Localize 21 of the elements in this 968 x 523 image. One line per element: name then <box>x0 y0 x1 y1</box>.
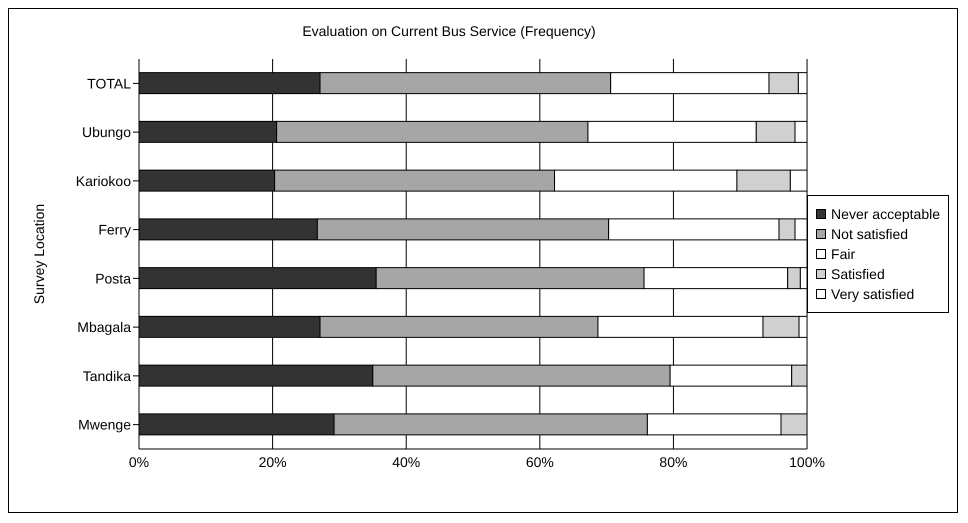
y-tick-label: Ubungo <box>82 124 132 140</box>
x-tick-label: 40% <box>392 454 420 470</box>
legend-label: Never acceptable <box>831 206 940 222</box>
x-tick-label: 80% <box>659 454 688 470</box>
y-tick-label: Tandika <box>82 368 132 384</box>
y-tick-label: Kariokoo <box>76 172 132 189</box>
y-tick-label: TOTAL <box>87 75 132 92</box>
y-axis-title: Survey Location <box>30 204 47 304</box>
legend-label: Fair <box>831 246 856 262</box>
x-tick-label: 20% <box>258 454 287 470</box>
y-tick-label: Ferry <box>98 222 131 238</box>
y-tick-label: Mwenge <box>78 416 132 433</box>
x-tick-label: 60% <box>526 454 554 470</box>
legend-label: Satisfied <box>831 266 885 282</box>
legend-label: Very satisfied <box>831 286 914 302</box>
x-tick-label: 100% <box>789 454 825 470</box>
x-tick-label: 0% <box>128 454 150 470</box>
chart-title: Evaluation on Current Bus Service (Frequency) <box>301 23 597 39</box>
y-tick-label: Posta <box>95 270 132 286</box>
y-tick-label: Mbagala <box>77 319 132 336</box>
legend-label: Not satisfied <box>831 226 908 242</box>
